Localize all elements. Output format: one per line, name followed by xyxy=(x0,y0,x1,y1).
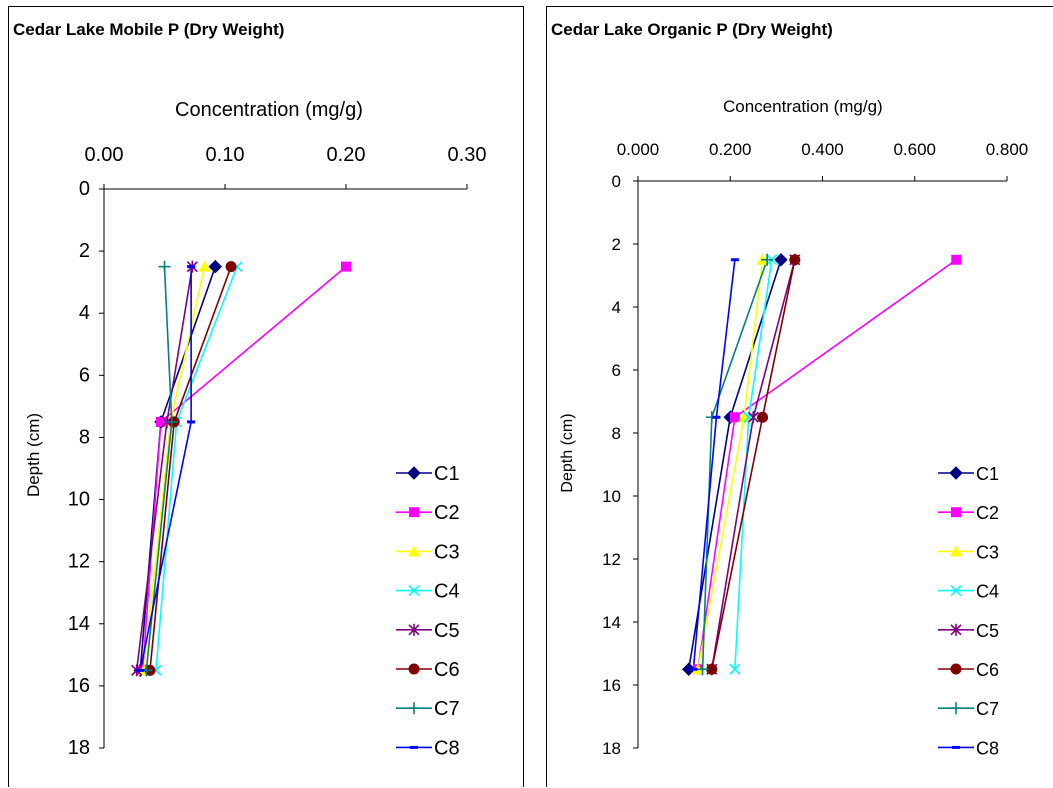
y-tick-label: 0 xyxy=(79,178,90,200)
data-point-c1 xyxy=(682,662,696,676)
x-axis-label: Concentration (mg/g) xyxy=(175,99,363,121)
data-point-c7 xyxy=(761,253,774,266)
y-tick-label: 6 xyxy=(612,361,621,380)
data-point-c2 xyxy=(341,261,351,272)
y-tick-label: 16 xyxy=(602,676,621,695)
legend-label-c6: C6 xyxy=(434,659,460,681)
legend-marker-c6 xyxy=(408,663,420,675)
y-tick-label: 8 xyxy=(612,424,621,443)
organic-p-chart-svg: 0.000 0.200 0.400 0.600 0.800 0 2 4 6 8 10 12 14 16 18… xyxy=(602,140,1029,758)
y-tick-label: 16 xyxy=(68,675,90,697)
data-point-c7 xyxy=(165,415,178,428)
legend-label-c2: C2 xyxy=(434,502,460,524)
data-point-c2 xyxy=(951,254,962,265)
x-tick-label: 0.000 xyxy=(617,140,660,159)
legend-label-c8: C8 xyxy=(976,738,999,758)
data-point-c7 xyxy=(696,663,709,676)
y-tick-label: 2 xyxy=(612,235,621,254)
data-point-c4 xyxy=(743,411,755,423)
legend-label-c7: C7 xyxy=(976,699,999,719)
x-tick-label: 0.600 xyxy=(893,140,936,159)
legend-marker-c3 xyxy=(408,545,420,557)
legend-label-c4: C4 xyxy=(434,581,460,603)
legend-label-c3: C3 xyxy=(976,542,999,562)
series-line-c2 xyxy=(697,259,957,670)
y-tick-label: 4 xyxy=(612,298,621,317)
y-tick-label: 10 xyxy=(602,487,621,506)
legend-marker-c1 xyxy=(949,466,963,480)
data-point-c4 xyxy=(729,663,741,675)
data-point-c2 xyxy=(155,416,166,427)
data-point-c5 xyxy=(747,411,759,424)
series-line-c6 xyxy=(711,259,796,670)
legend-label-c4: C4 xyxy=(976,582,999,602)
y-tick-label: 8 xyxy=(79,426,90,448)
legend-marker-c7 xyxy=(950,702,962,715)
x-tick-label: 0.400 xyxy=(801,140,844,159)
data-point-c6 xyxy=(789,254,801,266)
legend-label-c1: C1 xyxy=(434,463,460,485)
x-axis-label: Concentration (mg/g) xyxy=(723,97,883,116)
data-point-c1 xyxy=(774,253,788,267)
y-tick-label: 18 xyxy=(68,737,90,759)
legend-marker-c4 xyxy=(950,585,962,597)
data-point-c2 xyxy=(729,412,740,423)
legend-marker-c2 xyxy=(951,507,961,518)
series-line-c4 xyxy=(155,266,238,671)
chart-title: Cedar Lake Organic P (Dry Weight) xyxy=(551,20,833,39)
y-tick-label: 12 xyxy=(602,550,621,569)
organic-p-chart-panel: Cedar Lake Organic P (Dry Weight) Concen… xyxy=(546,6,1053,787)
y-tick-label: 10 xyxy=(68,489,90,511)
series-line-c1 xyxy=(139,266,217,671)
legend: C1 C2 C3 C4 C5 C6 C7 C8 xyxy=(938,464,999,758)
data-point-c6 xyxy=(225,261,237,273)
y-tick-label: 2 xyxy=(79,240,90,262)
y-tick-label: 12 xyxy=(68,551,90,573)
mobile-p-chart-panel: Cedar Lake Mobile P (Dry Weight) Concent… xyxy=(8,6,524,787)
y-tick-label: 0 xyxy=(612,172,621,191)
legend-marker-c6 xyxy=(950,663,962,675)
x-tick-label: 0.10 xyxy=(206,144,245,166)
legend-label-c6: C6 xyxy=(976,660,999,680)
chart-title: Cedar Lake Mobile P (Dry Weight) xyxy=(13,20,285,39)
legend-marker-c5 xyxy=(950,623,962,636)
y-tick-label: 4 xyxy=(79,302,90,324)
data-point-c1 xyxy=(208,259,223,274)
legend-label-c7: C7 xyxy=(434,698,460,720)
data-point-c3 xyxy=(198,260,211,272)
legend-marker-c2 xyxy=(409,507,419,518)
legend-marker-c7 xyxy=(408,702,420,715)
data-point-c6 xyxy=(706,663,718,675)
x-tick-label: 0.800 xyxy=(986,140,1029,159)
legend-marker-c1 xyxy=(407,466,421,480)
legend-marker-c5 xyxy=(408,623,420,636)
legend-label-c5: C5 xyxy=(434,620,460,642)
x-tick-label: 0.200 xyxy=(709,140,752,159)
y-tick-label: 18 xyxy=(602,739,621,758)
y-tick-label: 6 xyxy=(79,364,90,386)
data-point-c6 xyxy=(757,411,769,423)
legend-marker-c4 xyxy=(408,585,420,597)
x-tick-label: 0.30 xyxy=(448,144,487,166)
mobile-p-chart-svg: 0.00 0.10 0.20 0.30024681012141618C1C2C3C4C… xyxy=(68,144,487,759)
legend-label-c8: C8 xyxy=(434,737,460,759)
legend-label-c2: C2 xyxy=(976,503,999,523)
x-tick-label: 0.00 xyxy=(85,144,124,166)
data-point-c7 xyxy=(158,260,171,273)
y-tick-label: 14 xyxy=(68,613,90,635)
y-tick-label: 14 xyxy=(602,613,621,632)
legend-marker-c3 xyxy=(950,545,962,557)
legend-label-c1: C1 xyxy=(976,464,999,484)
legend-label-c3: C3 xyxy=(434,541,460,563)
legend: C1 C2 C3 C4 C5 C6 C7 C8 xyxy=(396,463,460,759)
legend-label-c5: C5 xyxy=(976,621,999,641)
x-tick-label: 0.20 xyxy=(327,144,366,166)
